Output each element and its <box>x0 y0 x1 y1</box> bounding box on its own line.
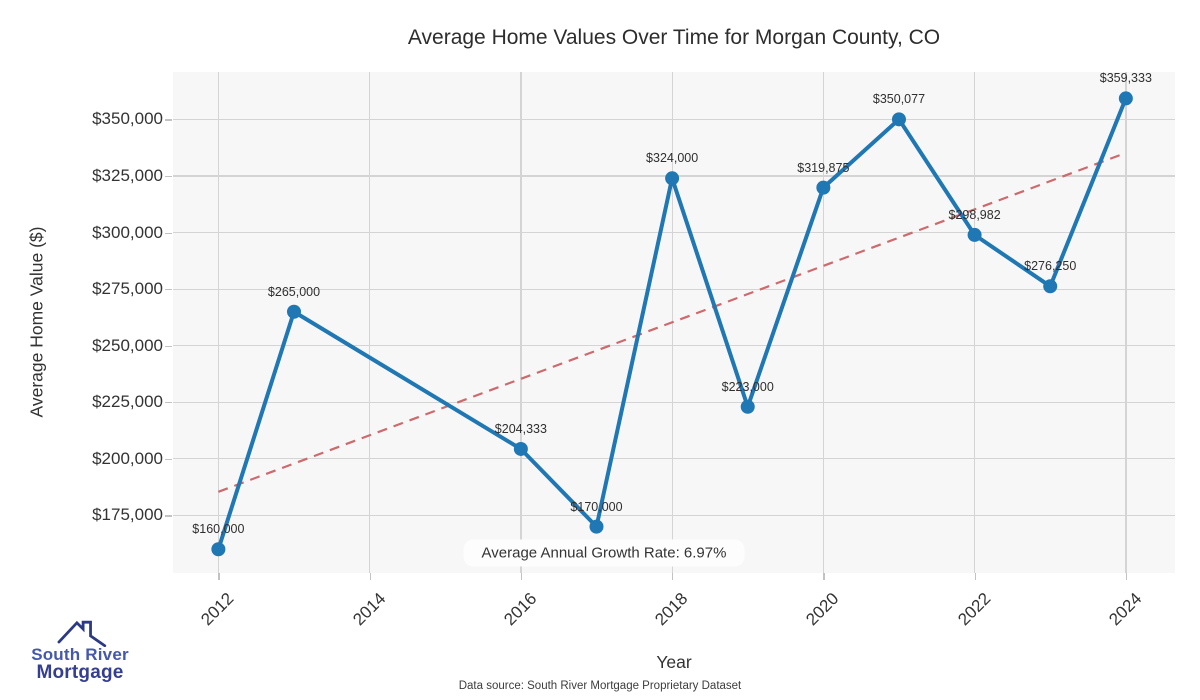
x-gridline <box>1125 72 1127 573</box>
data-point-marker <box>513 441 528 456</box>
logo-text-south-river: South River <box>31 645 129 664</box>
ytick-label: $175,000 <box>92 505 163 525</box>
y-tick-mark <box>165 289 172 291</box>
x-tick-mark <box>369 573 371 580</box>
data-source-caption: Data source: South River Mortgage Propri… <box>458 680 742 692</box>
plot-area <box>173 72 1175 573</box>
data-point-marker <box>891 112 906 127</box>
x-tick-mark <box>823 573 825 580</box>
y-gridline <box>173 118 1175 121</box>
y-gridline <box>173 288 1175 290</box>
x-axis-title: Year <box>656 652 692 672</box>
x-gridline <box>369 72 371 573</box>
data-point-label: $319,875 <box>797 160 850 175</box>
data-point-marker <box>589 519 604 534</box>
x-gridline <box>520 72 522 573</box>
data-series-line <box>216 96 1128 552</box>
ytick-label: $275,000 <box>92 279 163 299</box>
y-tick-mark <box>165 119 172 121</box>
trend-line <box>217 151 1127 493</box>
data-point-label: $298,982 <box>948 207 1001 222</box>
chart-title: Average Home Values Over Time for Morgan… <box>407 26 941 49</box>
x-gridline <box>822 72 825 573</box>
data-point-label: $324,000 <box>646 151 699 166</box>
data-point-marker <box>1118 91 1133 106</box>
ytick-label: $200,000 <box>92 448 163 468</box>
data-point-label: $350,077 <box>872 92 926 107</box>
y-tick-mark <box>165 232 172 234</box>
data-point-label: $359,333 <box>1099 71 1152 86</box>
company-logo: South River Mortgage <box>14 616 146 684</box>
xtick-label: 2024 <box>1105 589 1146 630</box>
data-point-label: $276,250 <box>1024 259 1077 274</box>
y-gridline <box>173 401 1175 403</box>
ytick-label: $250,000 <box>92 335 163 355</box>
ytick-label: $350,000 <box>92 109 163 129</box>
data-point-label: $170,000 <box>570 499 623 514</box>
ytick-label: $325,000 <box>92 166 163 186</box>
y-gridline <box>173 514 1175 517</box>
data-point-label: $204,333 <box>494 421 547 436</box>
x-tick-mark <box>672 573 674 580</box>
xtick-label: 2022 <box>953 589 995 630</box>
x-tick-mark <box>218 573 220 580</box>
y-tick-mark <box>165 402 172 404</box>
data-point-label: $160,000 <box>192 522 245 537</box>
y-gridline <box>173 231 1175 234</box>
y-axis-title: Average Home Value ($) <box>26 226 47 418</box>
data-point-label: $223,000 <box>721 379 774 394</box>
x-gridline <box>217 72 220 573</box>
ytick-label: $300,000 <box>92 222 163 242</box>
y-tick-mark <box>165 176 172 178</box>
y-gridline <box>173 345 1175 347</box>
data-point-marker <box>665 171 680 186</box>
y-gridline <box>173 458 1175 460</box>
x-tick-mark <box>520 573 523 580</box>
x-tick-mark <box>1125 573 1128 580</box>
data-point-label: $265,000 <box>267 284 321 299</box>
x-tick-mark <box>974 573 976 580</box>
y-tick-mark <box>165 458 172 460</box>
data-point-marker <box>1043 279 1058 294</box>
xtick-label: 2014 <box>348 589 390 630</box>
xtick-label: 2018 <box>651 589 692 630</box>
data-point-marker <box>286 304 301 319</box>
y-tick-mark <box>165 345 172 347</box>
xtick-label: 2012 <box>197 589 238 630</box>
data-point-marker <box>211 542 226 557</box>
xtick-label: 2020 <box>802 589 843 630</box>
line-chart-canvas <box>211 91 1133 557</box>
logo-text-mortgage: Mortgage <box>36 662 124 683</box>
house-roof-icon <box>57 620 107 647</box>
ytick-label: $225,000 <box>92 392 163 412</box>
x-gridline <box>974 72 976 573</box>
growth-rate-annotation-text: Average Annual Growth Rate: 6.97% <box>481 544 727 562</box>
data-point-marker <box>740 399 755 414</box>
xtick-label: 2016 <box>500 589 541 630</box>
growth-rate-annotation: Average Annual Growth Rate: 6.97% <box>463 539 745 567</box>
data-point-marker <box>967 227 982 242</box>
y-tick-mark <box>165 515 172 517</box>
data-point-marker <box>816 180 831 195</box>
